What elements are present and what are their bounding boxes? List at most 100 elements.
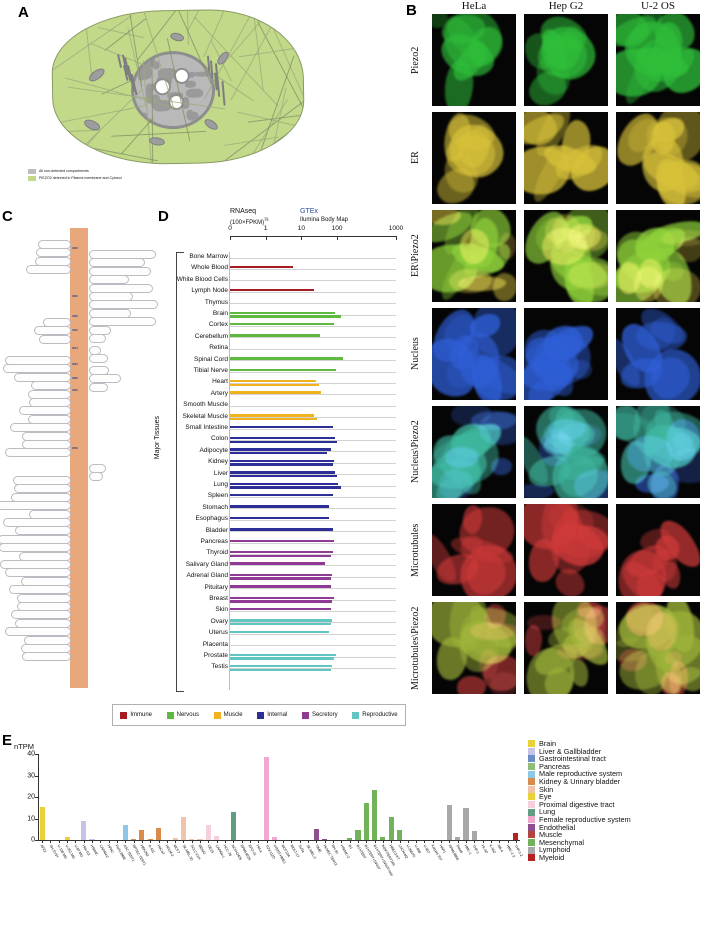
legend-swatch	[301, 711, 309, 719]
microscopy-image	[432, 406, 516, 498]
x-axis-tick	[308, 840, 310, 843]
legend-swatch	[257, 711, 265, 719]
bar	[172, 838, 178, 840]
legend-label: Eye	[539, 792, 552, 802]
table-row: Prostate	[156, 651, 404, 662]
row-gridline	[230, 268, 396, 270]
row-gridline	[230, 588, 396, 590]
bar	[64, 837, 70, 840]
legend-item: Muscle	[528, 831, 704, 839]
table-row: Retina	[156, 343, 404, 354]
tissue-label: Colon	[211, 435, 228, 443]
cell-blob-overlay	[451, 406, 491, 426]
legend-swatch-nondetected	[28, 169, 36, 174]
chromatin-patch	[187, 111, 199, 121]
cell-blob-overlay	[524, 483, 554, 498]
bar	[313, 828, 319, 840]
bar-rnaseq	[230, 414, 314, 417]
x-axis-tick-label: THP-1	[472, 844, 481, 855]
x-axis-tick-label: HL-60	[480, 844, 489, 855]
bar	[180, 817, 186, 840]
legend-item: Kidney & Urinary bladder	[528, 778, 704, 786]
bar-bodymap	[230, 622, 331, 626]
cell-blob-overlay	[525, 624, 543, 656]
y-axis-tick-label: 20	[27, 793, 35, 801]
x-axis-tick-label: Daudi	[455, 844, 464, 854]
microscopy-image	[524, 112, 608, 204]
x-axis-tick	[482, 840, 484, 843]
bar-rnaseq	[230, 379, 317, 383]
legend-label: Liver & Gallbladder	[539, 746, 602, 756]
axis-right-subtitle: Ilumina Body Map	[300, 217, 349, 223]
tissue-label: Skin	[215, 606, 228, 614]
legend-swatch	[528, 778, 535, 786]
panel-b-column-header: U-2 OS	[641, 0, 675, 12]
cell-blob-overlay	[626, 602, 664, 636]
panel-b-letter: B	[406, 2, 417, 19]
x-axis-tick	[374, 840, 376, 843]
cell-blob-overlay	[574, 469, 608, 498]
bar	[155, 828, 162, 840]
protein-loop	[89, 275, 130, 285]
panel-e-cell-line-expression: E nTPM 0 10 20 30 40 AF22 SH-SY5Y U-138 MG U-251…	[0, 730, 704, 938]
row-gridline	[230, 462, 396, 464]
tissue-label: Testis	[211, 663, 228, 671]
tissue-label: Salivary Gland	[185, 560, 228, 568]
bar	[363, 803, 369, 840]
x-axis-tick-label: AF22	[39, 844, 48, 854]
x-axis-tick	[116, 840, 118, 843]
y-axis-tick-label: 40	[27, 750, 35, 758]
legend-item: Nervous	[166, 711, 199, 719]
tissue-label: Retina	[209, 344, 228, 352]
panel-a-letter: A	[18, 4, 29, 21]
table-row: Testis	[156, 662, 404, 673]
legend-label: Skin	[539, 784, 554, 794]
legend-swatch	[528, 770, 535, 778]
x-axis-tick	[507, 840, 509, 843]
cell-blob-overlay	[483, 654, 516, 692]
bar-rnaseq	[230, 493, 334, 497]
legend-swatch	[528, 785, 535, 793]
legend-swatch	[528, 823, 535, 831]
tissue-label: Ovary	[210, 617, 228, 625]
cytoskeleton-filament	[72, 129, 101, 163]
x-axis-tick-label: HeLa	[255, 844, 264, 854]
legend-label: Lymphoid	[539, 845, 571, 855]
legend-label: Lung	[539, 807, 556, 817]
legend-label: Mesenchymal	[539, 837, 585, 847]
y-axis-label-ntpm: nTPM	[14, 742, 35, 751]
bar	[355, 830, 361, 840]
legend-label: Kidney & Urinary bladder	[539, 776, 621, 786]
x-axis-tick-label: U-698	[413, 844, 422, 855]
legend-label: Myeloid	[539, 852, 565, 862]
cell-blob-overlay	[665, 650, 683, 666]
bar-bodymap	[230, 417, 317, 421]
x-axis-tick	[216, 840, 218, 843]
x-axis-tick	[274, 840, 276, 843]
bar	[380, 836, 386, 840]
x-axis-tick	[357, 840, 359, 843]
cell-blob-overlay	[438, 468, 473, 498]
bar-bodymap	[230, 315, 341, 318]
legend-swatch	[213, 711, 221, 719]
microscopy-image	[432, 112, 516, 204]
panel-b-column-header: HeLa	[461, 0, 487, 12]
residue-number: 1901	[72, 328, 78, 332]
bar-rnaseq	[230, 516, 330, 520]
table-row: Cortex	[156, 320, 404, 331]
x-axis-tick	[301, 236, 303, 240]
x-axis-tick-label: RH-30	[330, 844, 340, 855]
table-row: Thyroid	[156, 548, 404, 559]
x-axis-tick-label: MCF7	[172, 844, 182, 855]
bar-bodymap	[230, 554, 331, 557]
row-gridline	[230, 656, 396, 658]
x-axis-tick	[465, 840, 467, 843]
legend-swatch	[528, 854, 535, 862]
bar-rnaseq	[230, 391, 322, 394]
legend-item: Secretory	[301, 711, 338, 719]
microscopy-image	[616, 504, 700, 596]
row-gridline	[230, 325, 396, 327]
x-axis-tick	[175, 840, 177, 843]
cell-blob-overlay	[618, 261, 642, 295]
cell-blob-overlay	[469, 621, 516, 641]
